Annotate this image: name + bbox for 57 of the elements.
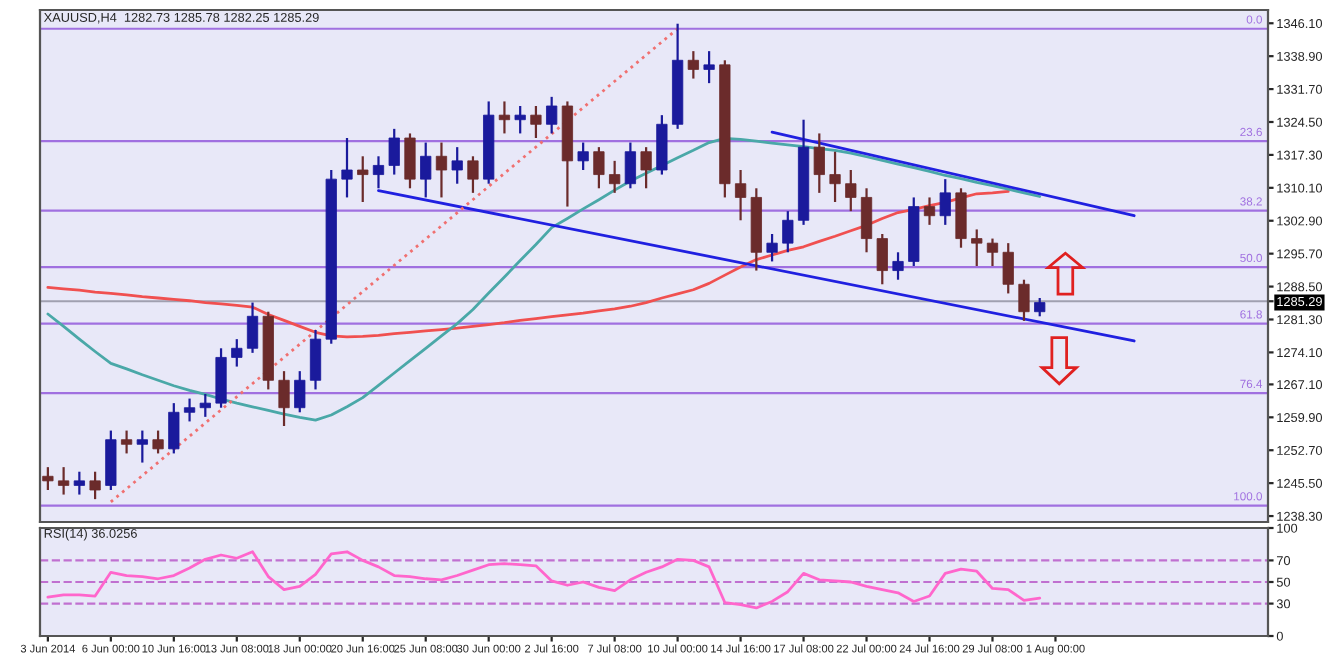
candlestick (246, 301, 259, 354)
candlestick (546, 95, 558, 135)
candlestick (467, 155, 479, 194)
candlestick (183, 397, 196, 423)
candlestick (656, 114, 668, 176)
candlestick (372, 155, 385, 190)
candlestick (876, 232, 888, 286)
line-series (46, 190, 1010, 339)
candlestick (168, 402, 180, 455)
candlestick (152, 429, 164, 455)
candlestick (215, 347, 227, 409)
line-series (46, 550, 1042, 610)
candlestick (624, 141, 636, 190)
candlestick (451, 146, 463, 185)
candlestick (782, 210, 794, 254)
candlestick (341, 136, 353, 199)
candlestick (860, 187, 873, 254)
candlestick (309, 328, 322, 391)
candlestick (923, 196, 936, 226)
candlestick (498, 100, 511, 135)
candlestick (703, 50, 715, 85)
candlestick (955, 187, 967, 249)
candlestick (105, 429, 117, 492)
candlestick (609, 159, 621, 194)
candlestick (640, 146, 652, 190)
candlestick (986, 237, 999, 268)
candlestick (1018, 278, 1030, 322)
candlestick (1002, 242, 1014, 295)
candlestick (971, 228, 983, 268)
candlestick (892, 251, 904, 281)
candlestick (939, 178, 951, 226)
candlestick (813, 132, 825, 194)
candlestick (73, 470, 85, 496)
candlestick (357, 155, 369, 204)
candlestick (845, 168, 857, 213)
candlestick (420, 141, 432, 199)
candlestick (89, 470, 101, 501)
candlestick (404, 132, 416, 190)
candlestick (593, 146, 605, 190)
candlestick (42, 466, 54, 492)
candlestick (766, 232, 778, 263)
candlestick (514, 104, 526, 135)
candlestick (687, 50, 699, 80)
candlestick (199, 392, 211, 418)
candlestick (1034, 296, 1046, 318)
candlestick (294, 370, 306, 414)
candlestick (136, 429, 148, 464)
candlestick (58, 466, 70, 496)
candlestick (435, 141, 448, 199)
candlestick (231, 338, 243, 368)
candlestick (278, 370, 290, 428)
candlestick (829, 150, 841, 204)
candlestick (530, 104, 542, 140)
candlestick (388, 127, 400, 176)
candlestick (577, 141, 589, 172)
candlestick (120, 429, 133, 455)
candlestick (734, 168, 747, 222)
